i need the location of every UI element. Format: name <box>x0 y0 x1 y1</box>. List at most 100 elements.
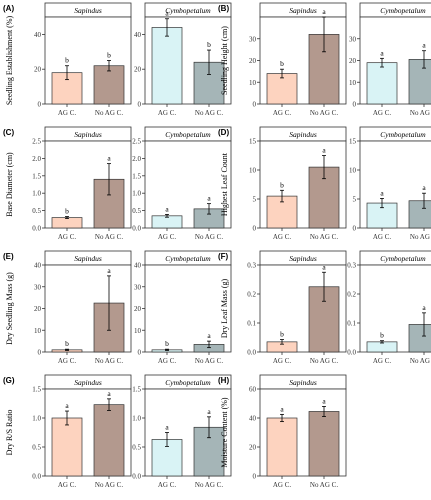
y-tick-label: 10 <box>249 167 257 175</box>
y-axis-label: Dry Seedling Mass (g) <box>5 272 14 345</box>
significance-letter: a <box>107 154 111 163</box>
y-tick-label: 40 <box>134 262 142 270</box>
facet-sapindus: Sapindus 0 10 20 30 b AG C. a No AG C. <box>249 2 347 117</box>
bar <box>193 61 225 105</box>
significance-letter: a <box>322 262 326 271</box>
y-tick-label: 1.0 <box>132 415 141 423</box>
bar <box>408 324 431 353</box>
y-axis-label: Dry Leaf Mass (g) <box>220 279 229 339</box>
x-tick-label: AG C. <box>158 233 177 241</box>
facet-sapindus: Sapindus 0.0 0.1 0.2 0.3 b AG C. a No AG C. <box>247 250 347 365</box>
x-tick-label: No AG C. <box>195 233 223 241</box>
panel-label: (E) <box>3 252 14 261</box>
significance-letter: b <box>207 40 211 49</box>
y-tick-label: 5 <box>253 196 257 204</box>
x-tick-label: AG C. <box>373 233 392 241</box>
facet-cymbopetalum: Cymbopetalum 0 10 20 30 a AG C. a No AG C. <box>349 2 431 117</box>
panel-label: (D) <box>218 128 229 137</box>
bar <box>51 417 83 477</box>
y-tick-label: 0.0 <box>132 473 141 481</box>
facet-cymbopetalum: Cymbopetalum 0 10 20 30 40 b AG C. a No AG C. <box>134 250 232 365</box>
y-tick-label: 0.0 <box>32 473 41 481</box>
y-tick-label: 0.1 <box>247 320 256 328</box>
panel-h: (H) Moisture Content (%) Sapindus 0 20 40 60 a A… <box>218 374 347 489</box>
facet-title: Cymbopetalum <box>380 254 426 263</box>
y-tick-label: 20 <box>249 57 257 65</box>
y-tick-label: 40 <box>34 31 42 39</box>
significance-letter: a <box>422 183 426 192</box>
y-tick-label: 15 <box>249 138 257 146</box>
facet-sapindus: Sapindus 0.0 0.5 1.0 1.5 2.0 2.5 b AG C. a No AG C… <box>32 126 132 241</box>
y-tick-label: 0.3 <box>247 262 256 270</box>
panel-g: (G) Dry R/S Ratio Sapindus 0.0 0.5 1.0 1.5 a AG … <box>3 374 232 489</box>
x-tick-label: No AG C. <box>195 357 223 365</box>
y-tick-label: 10 <box>349 167 357 175</box>
bar <box>408 59 431 105</box>
x-tick-label: AG C. <box>373 357 392 365</box>
facet-sapindus: Sapindus 0 5 10 15 b AG C. a No AG C. <box>249 126 347 241</box>
facet-title: Sapindus <box>289 378 317 387</box>
y-tick-label: 60 <box>249 386 257 394</box>
y-axis-label: Seedling Establishment (%) <box>5 16 14 106</box>
x-tick-label: AG C. <box>58 109 77 117</box>
significance-letter: a <box>165 9 169 18</box>
y-tick-label: 20 <box>34 305 42 313</box>
facet-cymbopetalum: Cymbopetalum 0.0 0.1 0.2 0.3 b AG C. a No AG C. <box>347 250 431 365</box>
y-tick-label: 0 <box>38 101 42 109</box>
x-tick-label: AG C. <box>273 233 292 241</box>
significance-letter: a <box>380 48 384 57</box>
facet-title: Cymbopetalum <box>165 130 211 139</box>
y-tick-label: 0.3 <box>347 262 356 270</box>
x-tick-label: AG C. <box>158 109 177 117</box>
panel-c: (C) Base Diameter (cm) Sapindus 0.0 0.5 1.0 1.… <box>3 126 232 241</box>
x-tick-label: No AG C. <box>95 109 123 117</box>
facet-title: Sapindus <box>289 6 317 15</box>
significance-letter: a <box>107 266 111 275</box>
significance-letter: a <box>65 401 69 410</box>
bar <box>308 411 340 477</box>
panel-label: (C) <box>3 128 14 137</box>
significance-letter: b <box>380 331 384 340</box>
y-tick-label: 5 <box>353 196 357 204</box>
x-tick-label: No AG C. <box>95 481 123 489</box>
facet-cymbopetalum: Cymbopetalum 0.0 0.5 1.0 1.5 2.0 2.5 a AG C. a No … <box>132 126 232 241</box>
y-tick-label: 20 <box>134 66 142 74</box>
y-tick-label: 2.5 <box>132 138 141 146</box>
bar <box>366 62 398 105</box>
facet-sapindus: Sapindus 0.0 0.5 1.0 1.5 a AG C. a No AG C. <box>32 374 132 489</box>
y-axis-label: Moisture Content (%) <box>220 397 229 468</box>
significance-letter: a <box>322 396 326 405</box>
y-tick-label: 15 <box>349 138 357 146</box>
x-tick-label: No AG C. <box>310 357 338 365</box>
y-axis-label: Base Diameter (cm) <box>5 152 14 217</box>
significance-letter: b <box>280 180 284 189</box>
x-tick-label: No AG C. <box>95 233 123 241</box>
y-tick-label: 0 <box>138 101 142 109</box>
facet-sapindus: Sapindus 0 20 40 60 a AG C. a No AG C. <box>249 374 347 489</box>
x-tick-label: No AG C. <box>410 109 431 117</box>
panel-d: (D) Highest Leaf Count Sapindus 0 5 10 15 b AG C… <box>218 126 431 241</box>
y-tick-label: 30 <box>249 35 257 43</box>
panel-f: (F) Dry Leaf Mass (g) Sapindus 0.0 0.1 0.2 0.3… <box>218 250 431 365</box>
y-tick-label: 0 <box>353 225 357 233</box>
y-tick-label: 30 <box>134 283 142 291</box>
significance-letter: b <box>107 51 111 60</box>
x-tick-label: AG C. <box>158 357 177 365</box>
y-tick-label: 1.5 <box>32 386 41 394</box>
y-tick-label: 0 <box>253 473 257 481</box>
bar <box>151 27 183 105</box>
y-tick-label: 20 <box>349 57 357 65</box>
x-tick-label: AG C. <box>58 233 77 241</box>
y-tick-label: 40 <box>134 31 142 39</box>
facet-title: Cymbopetalum <box>380 6 426 15</box>
x-tick-label: No AG C. <box>195 109 223 117</box>
y-axis-label: Seedling Height (cm) <box>220 26 229 95</box>
y-tick-label: 10 <box>349 79 357 87</box>
y-tick-label: 0 <box>138 349 142 357</box>
y-axis-label: Highest Leaf Count <box>220 152 229 216</box>
panel-label: (A) <box>3 4 14 13</box>
y-tick-label: 10 <box>34 327 42 335</box>
significance-letter: a <box>165 204 169 213</box>
y-tick-label: 10 <box>134 327 142 335</box>
